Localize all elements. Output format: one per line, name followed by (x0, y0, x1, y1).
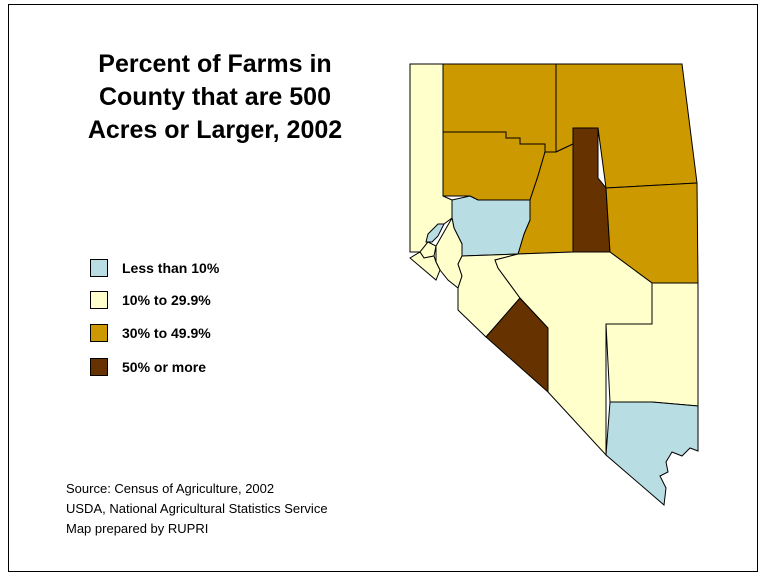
source-line-2: USDA, National Agricultural Statistics S… (66, 501, 328, 516)
source-line-1: Source: Census of Agriculture, 2002 (66, 481, 275, 496)
title-line-1: Percent of Farms in (98, 50, 332, 78)
county-clark (605, 401, 699, 506)
legend-swatch (90, 259, 108, 277)
legend-label: 50% or more (122, 359, 207, 375)
legend-label: Less than 10% (122, 260, 220, 276)
legend-label: 30% to 49.9% (122, 325, 211, 341)
title-line-2: County that are 500 (98, 83, 331, 111)
county-storey (425, 223, 445, 243)
source-line-3: Map prepared by RUPRI (66, 521, 209, 536)
legend-swatch (90, 291, 108, 309)
county-churchill (451, 195, 531, 257)
legend-swatch (90, 324, 108, 342)
map-title: Percent of Farms in County that are 500 … (50, 48, 380, 147)
legend-swatch (90, 358, 108, 376)
title-line-3: Acres or Larger, 2002 (87, 116, 343, 144)
source-note: Source: Census of Agriculture, 2002 USDA… (66, 479, 328, 539)
county-douglas (409, 251, 441, 281)
legend-label: 10% to 29.9% (122, 292, 211, 308)
